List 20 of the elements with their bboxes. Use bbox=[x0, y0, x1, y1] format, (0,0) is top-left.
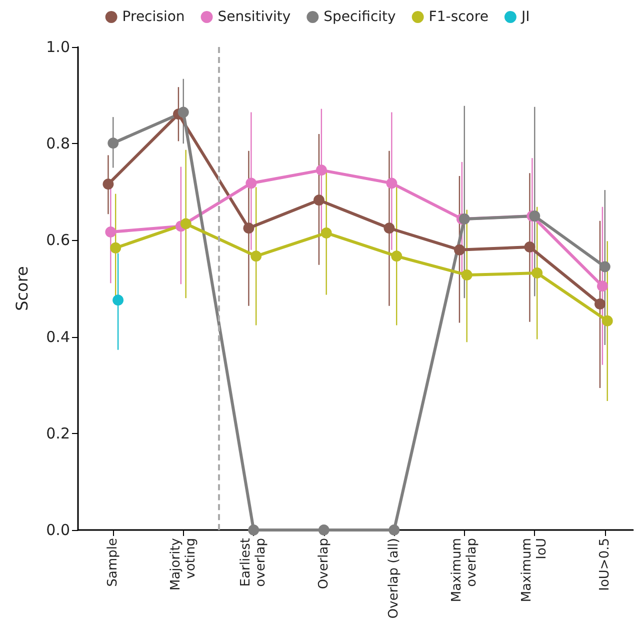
legend-label: Specificity bbox=[324, 9, 396, 25]
y-tick-label: 1.0 bbox=[46, 38, 70, 56]
y-tick-label: 0.6 bbox=[46, 231, 70, 250]
x-tick-label: Majority voting bbox=[168, 538, 198, 590]
x-tick-label: Sample bbox=[106, 538, 121, 587]
legend-label: Precision bbox=[122, 9, 185, 25]
legend-label: Sensitivity bbox=[218, 9, 291, 25]
x-tick-label: Overlap (all) bbox=[386, 538, 402, 619]
y-tick-label: 0.0 bbox=[46, 521, 70, 539]
x-tick-label: Overlap bbox=[316, 538, 332, 590]
legend-label: F1-score bbox=[428, 9, 488, 25]
x-tick-label: IoU>0.5 bbox=[597, 538, 612, 591]
legend-label: JI bbox=[520, 9, 530, 25]
y-tick-label: 0.2 bbox=[46, 424, 70, 442]
y-axis-title: Score bbox=[12, 266, 32, 311]
y-tick-label: 0.4 bbox=[46, 328, 70, 346]
y-tick-label: 0.8 bbox=[46, 134, 70, 153]
x-tick-label: Earliest overlap bbox=[238, 538, 269, 587]
x-tick-label: Maximum overlap bbox=[449, 538, 480, 602]
x-tick-label: Maximum IoU bbox=[520, 538, 550, 602]
